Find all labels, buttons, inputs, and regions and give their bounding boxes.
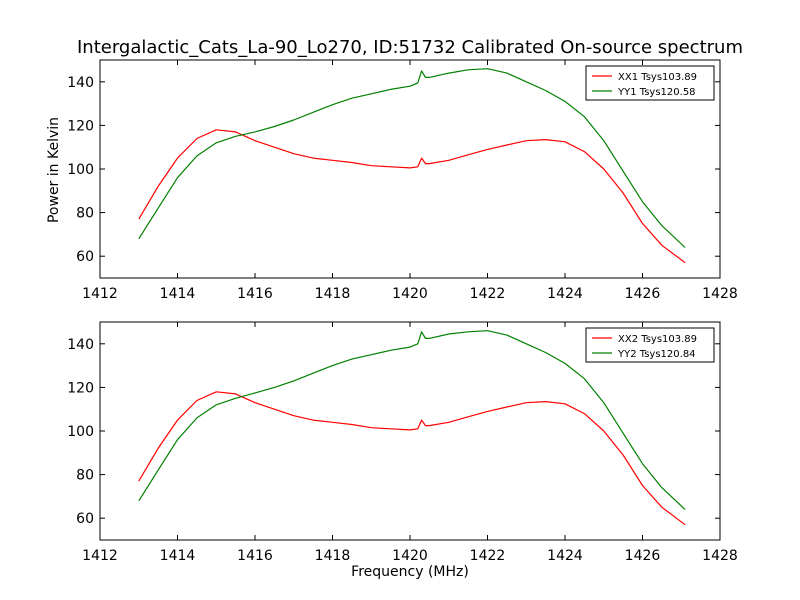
bottom-legend-label: XX2 Tsys103.89	[618, 334, 697, 345]
top-x-tick-label: 1426	[625, 286, 661, 302]
top-x-tick-label: 1420	[392, 286, 428, 302]
bottom-x-tick-label: 1418	[315, 548, 351, 564]
top-legend-label: YY1 Tsys120.58	[617, 87, 696, 98]
bottom-series-line-yy	[138, 330, 686, 510]
top-x-tick-label: 1412	[82, 286, 118, 302]
bottom-x-tick-label: 1420	[392, 548, 428, 564]
top-x-tick-label: 1418	[315, 286, 351, 302]
y-axis-label: Power in Kelvin	[46, 117, 62, 223]
bottom-x-tick-label: 1416	[237, 548, 273, 564]
bottom-x-tick-label: 1422	[470, 548, 506, 564]
top-x-tick-label: 1428	[702, 286, 738, 302]
top-y-tick-label: 140	[67, 75, 94, 91]
top-series-line-xx	[138, 129, 686, 264]
bottom-x-tick-label: 1426	[625, 548, 661, 564]
top-spectrum-panel: 1412 1414 1416 1418 1420 1422 1424 1426 1428 60 80…	[67, 59, 738, 302]
bottom-y-tick-label: 120	[67, 380, 94, 396]
top-x-tick-label: 1416	[237, 286, 273, 302]
bottom-y-tick-label: 140	[67, 337, 94, 353]
bottom-y-tick-label: 80	[76, 468, 94, 484]
bottom-legend-label: YY2 Tsys120.84	[617, 349, 696, 360]
bottom-y-tick-label: 60	[76, 511, 94, 527]
bottom-series-line-xx	[138, 391, 686, 526]
top-x-tick-label: 1424	[547, 286, 583, 302]
top-y-tick-label: 120	[67, 118, 94, 134]
bottom-x-tick-label: 1412	[82, 548, 118, 564]
bottom-spectrum-panel: 1412 1414 1416 1418 1420 1422 1424 1426 1428 60 80…	[67, 321, 738, 564]
top-x-tick-label: 1422	[470, 286, 506, 302]
top-legend-label: XX1 Tsys103.89	[618, 72, 697, 83]
top-y-tick-label: 100	[67, 162, 94, 178]
bottom-x-tick-label: 1414	[160, 548, 196, 564]
top-x-tick-label: 1414	[160, 286, 196, 302]
bottom-y-tick-label: 100	[67, 424, 94, 440]
top-y-tick-label: 80	[76, 206, 94, 222]
top-legend	[585, 65, 715, 101]
bottom-x-tick-label: 1428	[702, 548, 738, 564]
bottom-x-tick-label: 1424	[547, 548, 583, 564]
top-series-line-yy	[138, 68, 686, 248]
figure-title: Intergalactic_Cats_La-90_Lo270, ID:51732…	[77, 37, 743, 58]
top-y-tick-label: 60	[76, 249, 94, 265]
x-axis-label: Frequency (MHz)	[351, 564, 469, 580]
bottom-legend	[585, 327, 715, 363]
